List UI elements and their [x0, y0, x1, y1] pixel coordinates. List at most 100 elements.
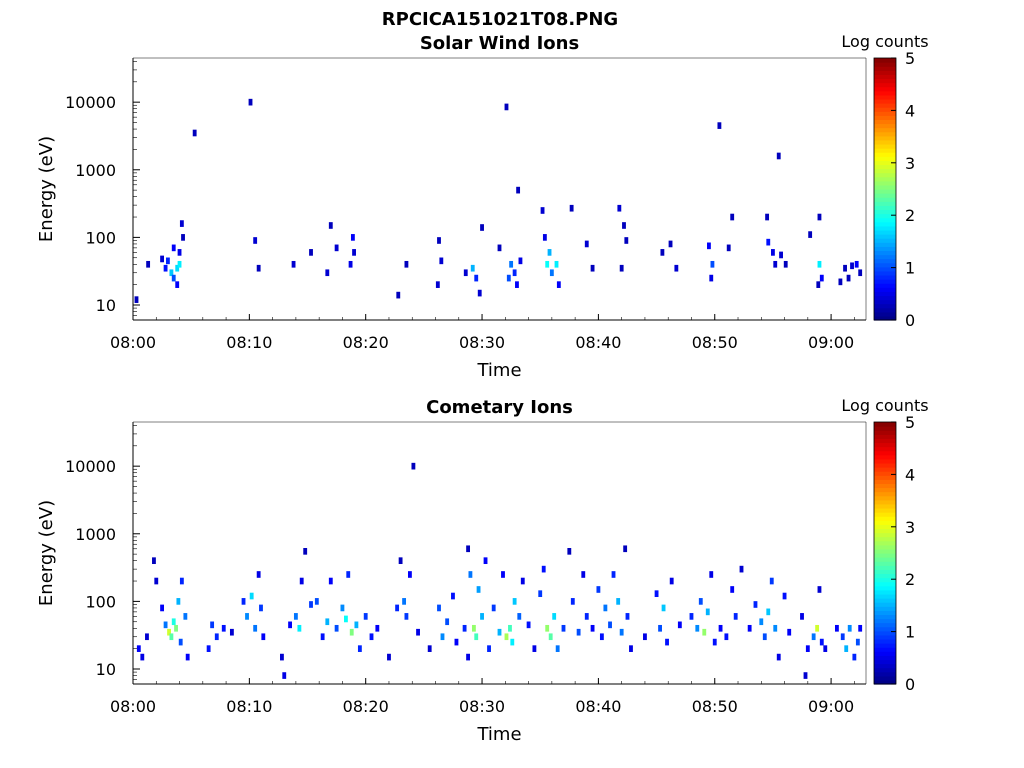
heatmap-cell — [328, 577, 333, 585]
y-tick-label: 10 — [96, 296, 116, 315]
heatmap-cell — [466, 545, 471, 553]
heatmap-cell — [619, 264, 624, 272]
colorbar-segment — [874, 426, 896, 431]
colorbar-segment — [874, 647, 896, 652]
heatmap-cell — [309, 249, 313, 256]
heatmap-cell — [462, 624, 467, 632]
colorbar-segment — [874, 467, 896, 472]
colorbar-segment — [874, 107, 896, 112]
heatmap-cell — [855, 638, 860, 646]
x-tick-label: 08:20 — [343, 697, 389, 716]
heatmap-cell — [540, 207, 545, 214]
colorbar-segment — [874, 66, 896, 71]
colorbar-segment — [874, 532, 896, 538]
heatmap-cell — [603, 604, 608, 612]
colorbar-segment — [874, 450, 896, 456]
heatmap-cell — [753, 601, 758, 608]
colorbar-segment — [874, 454, 896, 460]
colorbar-tick-label: 0 — [905, 311, 915, 330]
colorbar-segment — [874, 430, 896, 435]
heatmap-cell — [718, 624, 723, 632]
colorbar-segment — [874, 565, 896, 570]
heatmap-cell — [619, 628, 624, 636]
colorbar-segment — [874, 74, 896, 80]
x-tick-label: 08:30 — [459, 697, 505, 716]
heatmap-cell — [299, 577, 304, 585]
heatmap-cell — [816, 281, 821, 288]
colorbar-segment — [874, 528, 896, 534]
colorbar-frame — [873, 57, 897, 321]
colorbar-segment — [874, 295, 896, 301]
x-tick-label: 08:30 — [459, 333, 505, 352]
heatmap-cell — [181, 234, 185, 241]
heatmap-cell — [350, 234, 355, 241]
colorbar-segment — [874, 512, 896, 517]
heatmap-cell — [163, 621, 168, 629]
colorbar-segment — [874, 111, 896, 116]
x-tick-label: 09:00 — [808, 697, 854, 716]
heatmap-cell — [569, 204, 574, 212]
heatmap-cell — [340, 604, 345, 612]
heatmap-cell — [549, 269, 554, 277]
heatmap-cell — [303, 548, 308, 555]
heatmap-cell — [712, 638, 717, 646]
colorbar-segment — [874, 303, 896, 309]
heatmap-cell — [689, 613, 694, 620]
heatmap-cell — [352, 249, 356, 256]
colorbar-segment — [874, 655, 896, 661]
heatmap-cell — [808, 231, 813, 238]
heatmap-cell — [163, 264, 168, 272]
colorbar-segment — [874, 287, 896, 292]
colorbar-segment — [874, 127, 896, 133]
colorbar-segment — [874, 221, 896, 227]
heatmap-cell — [590, 624, 595, 632]
heatmap-cell — [510, 638, 515, 646]
heatmap-cell — [654, 590, 659, 598]
colorbar-segment — [874, 94, 896, 100]
heatmap-cell — [440, 633, 445, 641]
heatmap-cell — [581, 571, 586, 578]
heatmap-cell — [779, 251, 783, 259]
heatmap-cell — [396, 291, 401, 299]
colorbar-segment — [874, 438, 896, 444]
heatmap-cell — [538, 590, 543, 598]
heatmap-cell — [776, 152, 781, 160]
heatmap-cell — [608, 621, 612, 629]
colorbar-segment — [874, 630, 896, 636]
heatmap-cell — [348, 260, 353, 268]
heatmap-cell — [179, 220, 184, 227]
heatmap-cell — [175, 264, 180, 272]
heatmap-cell — [850, 262, 854, 270]
heatmap-cell — [491, 604, 496, 612]
colorbar-segment — [874, 589, 896, 595]
colorbar-segment — [874, 250, 896, 256]
heatmap-cell — [819, 274, 824, 282]
heatmap-cell — [508, 624, 512, 632]
colorbar-segment — [874, 479, 896, 485]
colorbar-segment — [874, 266, 896, 272]
heatmap-cell — [451, 592, 455, 600]
colorbar-tick-label: 0 — [905, 675, 915, 694]
colorbar-segment — [874, 213, 896, 219]
heatmap-cell — [437, 604, 441, 612]
heatmap-cell — [140, 653, 145, 661]
x-tick-label: 08:40 — [575, 333, 621, 352]
heatmap-cell — [782, 592, 787, 600]
heatmap-cell — [282, 672, 287, 679]
panel-1: Solar Wind Ions 08:00 08:10 08:20 08:30 08:40… — [36, 32, 929, 381]
heatmap-cell — [241, 598, 246, 605]
colorbar-segment — [874, 242, 896, 247]
colorbar-segment — [874, 487, 896, 493]
heatmap-cell — [411, 462, 416, 470]
colorbar-segment — [874, 573, 896, 579]
heatmap-cell — [245, 613, 249, 620]
colorbar-segment — [874, 569, 896, 575]
heatmap-cell — [733, 613, 738, 620]
y-tick-label: 100 — [85, 228, 116, 247]
colorbar-segment — [874, 483, 896, 489]
heatmap-cell — [622, 222, 626, 229]
colorbar-segment — [874, 499, 896, 505]
heatmap-cell — [805, 645, 810, 652]
colorbar-tick-label: 3 — [905, 518, 915, 537]
